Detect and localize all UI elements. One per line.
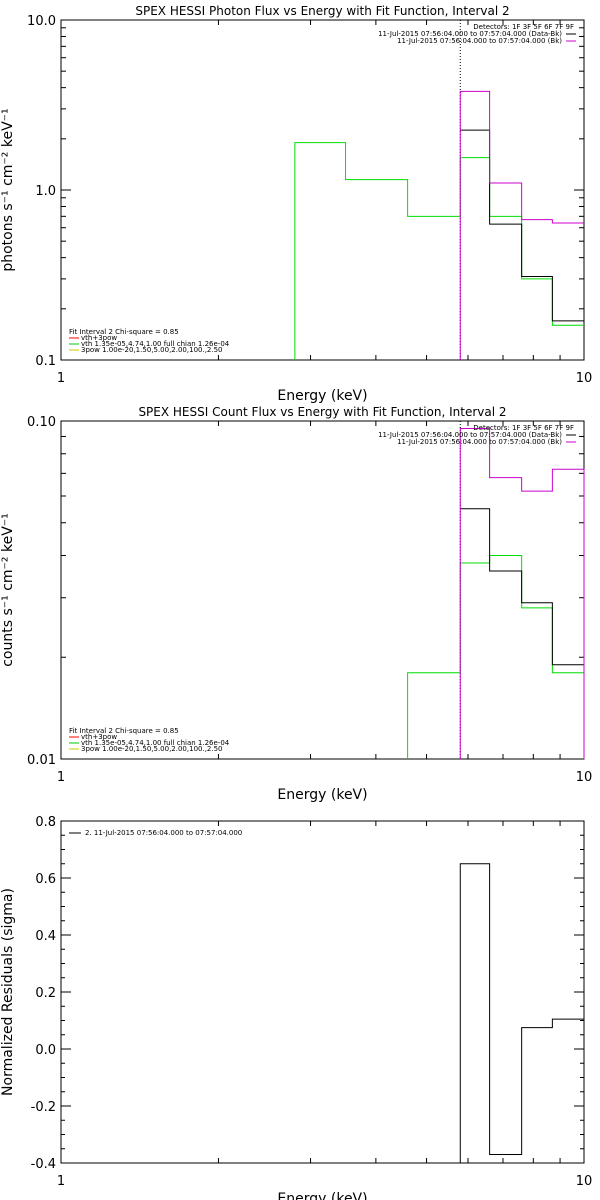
series-2-histogram [459,428,585,759]
y-tick-label: 1.0 [35,184,56,199]
chart-title: SPEX HESSI Photon Flux vs Energy with Fi… [135,4,509,18]
chart-resid: 1 10 -0.4 -0.2 0.0 0.2 0.4 0.6 0.8 Energy (keV) No… [0,815,592,1200]
y-tick-label: 0.10 [27,415,56,430]
y-tick-label: 0.0 [35,1043,56,1058]
x-axis-label: Energy (keV) [277,388,367,404]
series-0-histogram [407,555,584,759]
x-tick-label: 10 [576,770,593,785]
x-axis-label: Energy (keV) [277,1191,367,1200]
y-tick-label: 0.8 [35,815,56,830]
y-tick-label: -0.4 [31,1157,56,1172]
legend-entry: 11-Jul-2015 07:56:04.000 to 07:57:04.000… [397,438,562,446]
x-tick-label: 10 [576,371,593,386]
y-tick-label: 10.0 [27,14,56,29]
plot-frame [60,820,585,1164]
series-1-histogram [460,129,584,322]
legend-entry: vth+3pow [81,334,117,342]
plot-frame [60,420,585,760]
legend-entry: Detectors: 1F 3F 5F 6F 7F 9F [473,23,574,31]
legend-entry: vth+3pow [81,733,117,741]
y-axis-label: Normalized Residuals (sigma) [0,888,16,1096]
y-tick-label: 0.1 [35,354,56,369]
legend-entry: 11-Jul-2015 07:56:04.000 to 07:57:04.000… [378,431,562,439]
chart-count: SPEX HESSI Count Flux vs Energy with Fit… [0,405,592,803]
series-1-histogram [460,508,584,666]
legend-entry: 3pow 1.00e-20,1.50,5.00,2.00,100.,2.50 [81,346,223,354]
y-tick-label: 0.4 [35,929,56,944]
x-axis-label: Energy (keV) [277,787,367,803]
y-tick-label: 0.6 [35,872,56,887]
series-2-histogram [459,90,584,360]
series-0-histogram [294,142,584,360]
x-tick-label: 1 [57,1174,65,1189]
legend-entry: Detectors: 1F 3F 5F 6F 7F 9F [473,424,574,432]
legend-entry: vth 1.35e-05,4.74,1.00 full chian 1.26e-… [81,340,230,348]
y-axis-label: photons s⁻¹ cm⁻² keV⁻¹ [0,108,16,271]
x-tick-label: 1 [57,371,65,386]
y-axis-label: counts s⁻¹ cm⁻² keV⁻¹ [0,513,16,667]
y-tick-label: 0.2 [35,986,56,1001]
legend-entry: Fit Interval 2 Chi-square = 0.85 [69,727,179,735]
legend-entry: 3pow 1.00e-20,1.50,5.00,2.00,100.,2.50 [81,745,223,753]
chart-title: SPEX HESSI Count Flux vs Energy with Fit… [138,405,506,419]
legend-entry: vth 1.35e-05,4.74,1.00 full chian 1.26e-… [81,739,230,747]
y-tick-label: 0.01 [27,753,56,768]
x-tick-label: 10 [576,1174,593,1189]
legend-entry: 11-Jul-2015 07:56:04.000 to 07:57:04.000… [397,37,562,45]
chart-photon: SPEX HESSI Photon Flux vs Energy with Fi… [0,4,592,404]
series-0-histogram [459,863,584,1163]
legend-entry: 2. 11-Jul-2015 07:56:04.000 to 07:57:04.… [85,829,242,837]
x-tick-label: 1 [57,770,65,785]
y-tick-label: -0.2 [31,1100,56,1115]
legend-entry: 11-Jul-2015 07:56:04.000 to 07:57:04.000… [378,30,562,38]
legend-entry: Fit Interval 2 Chi-square = 0.85 [69,328,179,336]
plot-frame [60,19,585,361]
